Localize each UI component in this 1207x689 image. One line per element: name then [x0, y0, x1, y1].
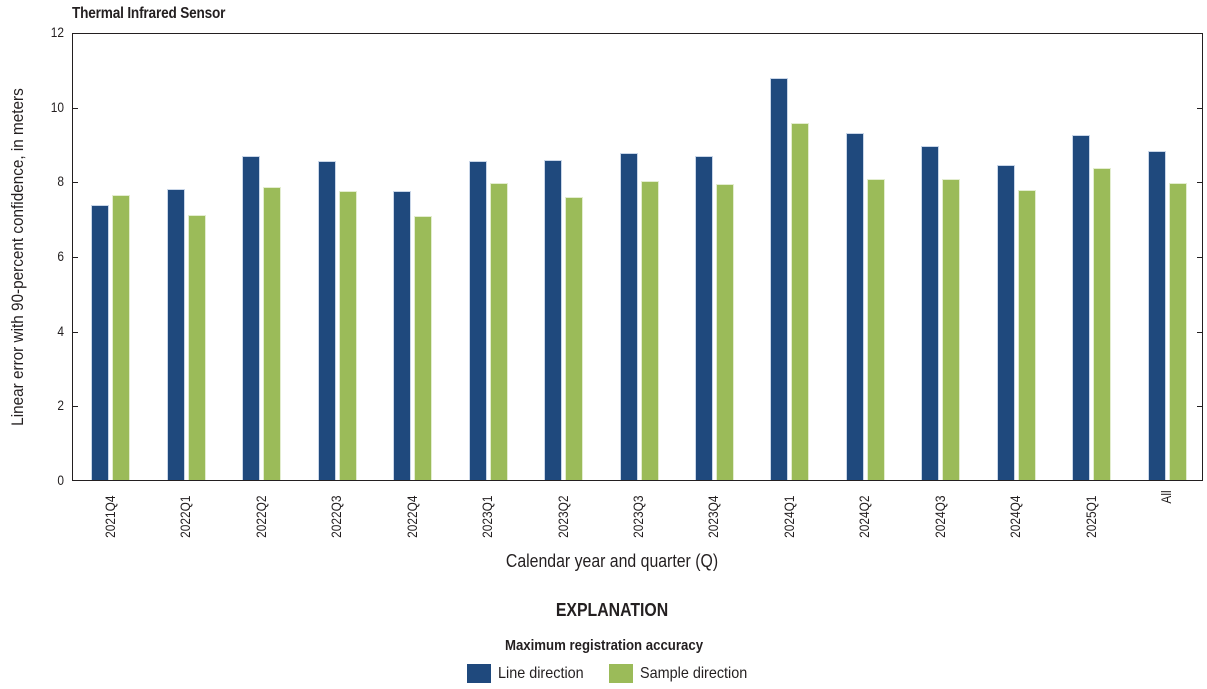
line-direction-bar-2024Q1: [770, 77, 789, 480]
x-tick-label: 2022Q2: [252, 495, 269, 538]
y-tick-mark-right: [1197, 257, 1203, 258]
line-direction-bar-All: [1147, 150, 1166, 480]
legend-label: Sample direction: [640, 664, 748, 682]
line-direction-bar-2022Q4: [393, 191, 412, 480]
sample-direction-bar-2024Q1: [791, 123, 810, 480]
sample-direction-bar-All: [1168, 183, 1187, 480]
line-direction-swatch: [467, 664, 491, 683]
x-axis-title: Calendar year and quarter (Q): [505, 551, 719, 571]
x-tick-label: 2023Q2: [554, 495, 571, 538]
y-tick-mark-right: [1197, 107, 1203, 109]
line-direction-bar-2022Q2: [242, 155, 261, 480]
line-direction-bar-2023Q3: [619, 153, 638, 480]
y-tick-label: 10: [50, 98, 64, 115]
legend-item-sample-direction: Sample direction: [609, 664, 759, 683]
legend-heading: EXPLANATION: [555, 600, 669, 620]
x-tick-label: All: [1158, 490, 1175, 504]
sample-direction-bar-2023Q2: [565, 197, 584, 480]
chart-title: Thermal Infrared Sensor: [72, 5, 226, 22]
line-direction-bar-2022Q1: [166, 189, 185, 480]
legend: Line direction Sample direction: [467, 664, 775, 683]
y-tick-mark: [72, 331, 78, 333]
line-direction-bar-2024Q3: [921, 146, 940, 480]
y-axis-title: Linear error with 90-percent confidence,…: [8, 88, 27, 426]
line-direction-bar-2024Q2: [845, 133, 864, 480]
y-tick-mark: [72, 107, 78, 109]
y-tick-mark: [72, 182, 78, 184]
x-tick-label: 2024Q4: [1007, 495, 1024, 538]
sample-direction-swatch: [609, 664, 634, 683]
y-tick-label: 4: [57, 322, 64, 339]
plot-area: [72, 33, 1203, 481]
line-direction-bar-2023Q1: [468, 161, 487, 480]
line-direction-bar-2025Q1: [1072, 134, 1091, 480]
x-tick-label: 2024Q2: [856, 495, 873, 538]
legend-label: Line direction: [498, 664, 584, 682]
sample-direction-bar-2024Q3: [942, 179, 961, 480]
x-tick-label: 2023Q4: [705, 495, 722, 538]
x-tick-label: 2023Q3: [630, 495, 646, 538]
y-tick-mark-right: [1197, 406, 1203, 408]
y-tick-label: 2: [57, 397, 64, 414]
y-tick-label: 0: [57, 472, 64, 488]
sample-direction-bar-2023Q4: [715, 183, 734, 480]
x-tick-label: 2022Q1: [177, 495, 194, 538]
x-tick-label: 2023Q1: [479, 495, 496, 538]
sample-direction-bar-2022Q4: [414, 215, 433, 480]
legend-subheading: Maximum registration accuracy: [504, 637, 704, 654]
y-tick-label: 12: [50, 24, 64, 40]
sample-direction-bar-2021Q4: [112, 195, 131, 480]
x-tick-label: 2024Q3: [931, 495, 948, 538]
y-tick-mark: [72, 406, 78, 408]
line-direction-bar-2023Q4: [694, 156, 713, 480]
sample-direction-bar-2023Q1: [489, 183, 508, 480]
line-direction-bar-2022Q3: [317, 160, 336, 480]
sample-direction-bar-2025Q1: [1093, 168, 1112, 480]
x-tick-label: 2022Q3: [328, 495, 345, 538]
x-tick-label: 2024Q1: [780, 495, 797, 538]
x-tick-label: 2025Q1: [1082, 495, 1099, 538]
y-tick-mark: [72, 257, 78, 258]
line-direction-bar-2023Q2: [544, 159, 563, 480]
line-direction-bar-2024Q4: [996, 164, 1015, 480]
y-tick-label: 6: [57, 248, 64, 264]
y-tick-mark-right: [1197, 331, 1203, 333]
sample-direction-bar-2022Q2: [263, 186, 282, 480]
x-tick-label: 2022Q4: [403, 495, 420, 538]
sample-direction-bar-2024Q4: [1017, 189, 1036, 480]
x-tick-label: 2021Q4: [101, 495, 118, 538]
sample-direction-bar-2024Q2: [866, 179, 885, 480]
y-tick-label: 8: [57, 173, 64, 190]
legend-item-line-direction: Line direction: [467, 664, 593, 683]
sample-direction-bar-2023Q3: [640, 180, 659, 480]
y-tick-mark-right: [1197, 182, 1203, 184]
sample-direction-bar-2022Q1: [187, 214, 206, 480]
line-direction-bar-2021Q4: [91, 205, 110, 480]
sample-direction-bar-2022Q3: [338, 191, 357, 480]
